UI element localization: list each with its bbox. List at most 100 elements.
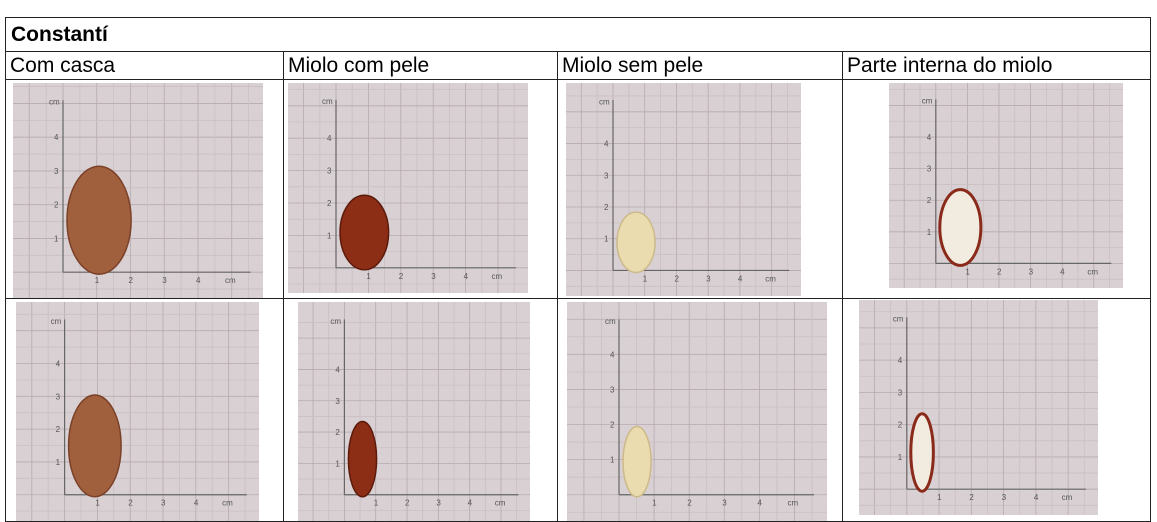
- axis-label: 3: [161, 499, 166, 508]
- axis-label: 2: [604, 203, 609, 212]
- axis-label: 4: [738, 274, 743, 283]
- photo: 1 1 2 2 3 3 4 4 cm cm: [566, 83, 801, 296]
- axis-unit: cm: [495, 499, 506, 508]
- axis-unit: cm: [222, 499, 233, 508]
- axis-label: 2: [969, 493, 974, 502]
- graph-paper: [859, 300, 1098, 515]
- axis-label: 1: [335, 459, 340, 468]
- graph-paper: [889, 83, 1123, 288]
- axis-label: 1: [95, 276, 100, 285]
- photo-cell: 1 1 2 2 3 3 4 4 cm cm: [283, 298, 558, 522]
- axis-label: 1: [927, 228, 932, 237]
- axis-unit: cm: [49, 98, 60, 107]
- axis-label: 1: [643, 274, 648, 283]
- axis-unit: cm: [492, 272, 503, 281]
- photo: 1 1 2 2 3 3 4 4 cm cm: [567, 302, 827, 521]
- axis-label: 1: [937, 493, 942, 502]
- axis-label: 1: [652, 499, 657, 508]
- axis-unit: cm: [330, 317, 341, 326]
- axis-label: 4: [927, 133, 932, 142]
- axis-label: 3: [431, 272, 436, 281]
- photo: 1 1 2 2 3 3 4 4 cm cm: [288, 83, 528, 293]
- column-header: Parte interna do miolo: [842, 51, 1151, 80]
- axis-label: 2: [56, 425, 61, 434]
- axis-label: 4: [54, 133, 59, 142]
- axis-label: 2: [129, 276, 134, 285]
- graph-paper: [16, 302, 259, 521]
- axis-label: 1: [95, 499, 100, 508]
- axis-label: 1: [366, 272, 371, 281]
- photo-cell: 1 1 2 2 3 3 4 4 cm cm: [283, 79, 558, 299]
- column-header: Com casca: [5, 51, 284, 80]
- photo: 1 1 2 2 3 3 4 4 cm cm: [298, 302, 530, 521]
- axis-unit: cm: [787, 499, 798, 508]
- axis-label: 3: [335, 397, 340, 406]
- axis-label: 4: [196, 276, 201, 285]
- axis-label: 1: [54, 234, 59, 243]
- axis-label: 3: [604, 171, 609, 180]
- graph-paper: [288, 83, 528, 293]
- axis-label: 1: [898, 453, 903, 462]
- axis-label: 3: [898, 388, 903, 397]
- axis-label: 2: [128, 499, 133, 508]
- photo-cell: 1 1 2 2 3 3 4 4 cm cm: [557, 79, 843, 299]
- photo: 1 1 2 2 3 3 4 4 cm cm: [889, 83, 1123, 288]
- axis-label: 3: [706, 274, 711, 283]
- axis-unit: cm: [225, 276, 236, 285]
- axis-unit: cm: [765, 274, 776, 283]
- axis-label: 4: [468, 499, 473, 508]
- axis-label: 4: [898, 356, 903, 365]
- axis-label: 3: [162, 276, 167, 285]
- photo: 1 1 2 2 3 3 4 4 cm cm: [859, 300, 1098, 515]
- axis-label: 3: [610, 385, 615, 394]
- axis-label: 4: [604, 140, 609, 149]
- axis-label: 2: [927, 196, 932, 205]
- axis-label: 3: [1002, 493, 1007, 502]
- axis-unit: cm: [599, 97, 610, 106]
- photo-cell: 1 1 2 2 3 3 4 4 cm cm: [557, 298, 843, 522]
- axis-label: 1: [610, 456, 615, 465]
- graph-paper: [298, 302, 530, 521]
- graph-paper: [567, 302, 827, 521]
- column-header: Miolo com pele: [283, 51, 558, 80]
- axis-unit: cm: [1062, 493, 1073, 502]
- axis-label: 3: [1029, 267, 1034, 276]
- axis-label: 4: [757, 499, 762, 508]
- axis-label: 4: [327, 134, 332, 143]
- almond: [909, 412, 935, 493]
- axis-label: 4: [1060, 267, 1065, 276]
- almond: [622, 425, 652, 498]
- axis-label: 3: [327, 167, 332, 176]
- axis-label: 3: [927, 165, 932, 174]
- graph-paper: [13, 83, 263, 298]
- axis-unit: cm: [51, 317, 62, 326]
- almond-table: Constantí Com casca Miolo com pele Miolo…: [5, 17, 1151, 522]
- axis-label: 1: [374, 499, 379, 508]
- axis-label: 1: [604, 235, 609, 244]
- axis-label: 3: [722, 499, 727, 508]
- axis-label: 1: [56, 458, 61, 467]
- axis-label: 3: [56, 392, 61, 401]
- axis-label: 2: [687, 499, 692, 508]
- almond: [339, 194, 390, 271]
- axis-label: 4: [56, 360, 61, 369]
- photo-cell: 1 1 2 2 3 3 4 4 cm cm: [842, 298, 1151, 522]
- axis-label: 3: [436, 499, 441, 508]
- axis-label: 2: [674, 274, 679, 283]
- axis-unit: cm: [605, 317, 616, 326]
- almond: [67, 394, 122, 498]
- photo-cell: 1 1 2 2 3 3 4 4 cm cm: [5, 79, 284, 299]
- photo-cell: 1 1 2 2 3 3 4 4 cm cm: [842, 79, 1151, 299]
- axis-label: 1: [965, 267, 970, 276]
- almond: [938, 188, 983, 267]
- axis-label: 2: [54, 201, 59, 210]
- axis-unit: cm: [922, 97, 933, 106]
- axis-label: 2: [898, 421, 903, 430]
- axis-label: 2: [327, 199, 332, 208]
- axis-label: 1: [327, 231, 332, 240]
- axis-unit: cm: [893, 315, 904, 324]
- axis-label: 2: [610, 421, 615, 430]
- table-title: Constantí: [5, 17, 1151, 52]
- axis-label: 4: [610, 350, 615, 359]
